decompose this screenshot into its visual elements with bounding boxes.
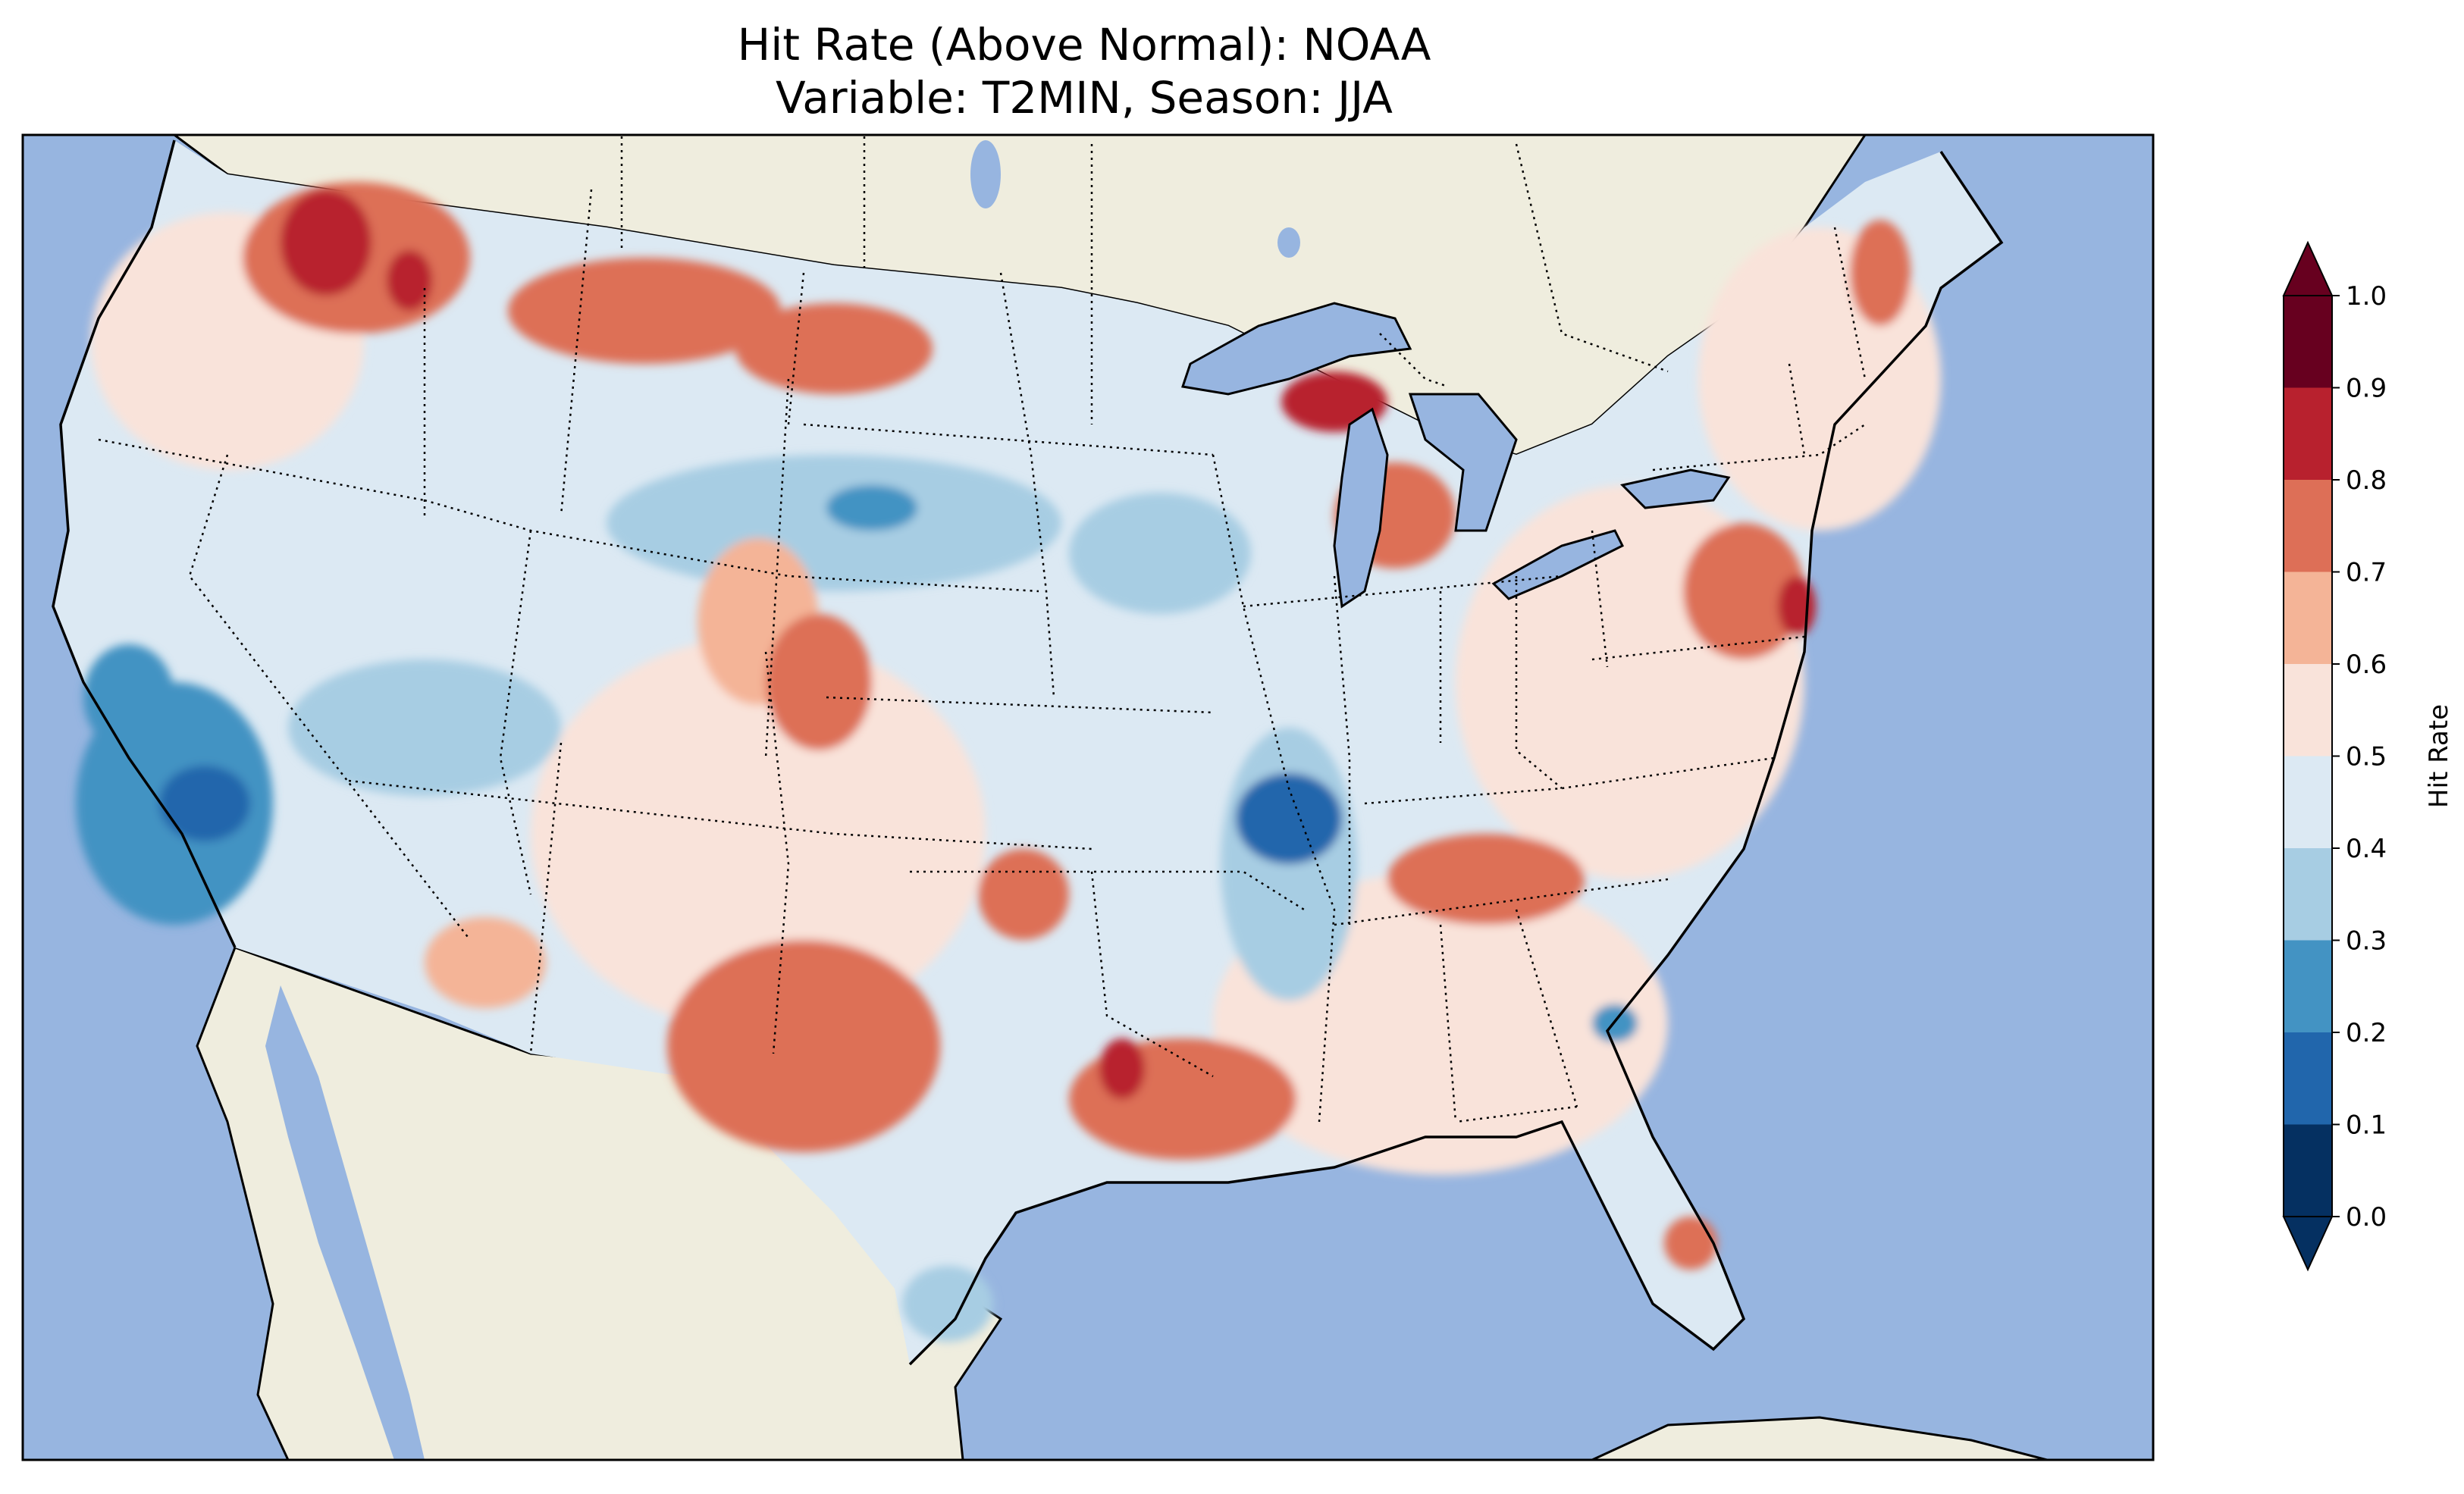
- colorbar-tick-label: 0.2: [2346, 1018, 2387, 1048]
- colorbar-bin: [2284, 480, 2332, 572]
- gulf-of-california: [265, 985, 425, 1460]
- colorbar-tick-label: 0.9: [2346, 374, 2387, 404]
- blob-norcal-blue: [83, 644, 174, 750]
- blob-california-darkblue: [159, 766, 250, 841]
- blob-washington-darkred: [281, 189, 371, 296]
- lake-winnipeg: [970, 140, 1001, 208]
- blob-newengland-red: [1850, 220, 1911, 326]
- blob-tennessee-red: [1387, 834, 1585, 925]
- lake-superior: [1181, 302, 1412, 396]
- colorbar-bin: [2284, 572, 2332, 664]
- heatmap-blobs: [76, 182, 1941, 1342]
- blob-montana-red: [508, 258, 781, 364]
- blob-florida-red: [1664, 1217, 1717, 1270]
- state-borders: [98, 136, 1867, 1123]
- blob-iowa-lightblue: [1069, 493, 1251, 614]
- lake-nipigon: [1277, 227, 1300, 258]
- colorbar-tick-label: 1.0: [2346, 281, 2387, 312]
- lake-ontario: [1620, 468, 1731, 509]
- colorbar-extend-over: [2282, 240, 2334, 296]
- blob-stexas-lightblue: [902, 1266, 993, 1342]
- blob-colorado-red: [766, 614, 872, 750]
- blob-missouri-blue: [1236, 773, 1342, 864]
- colorbar-tick-label: 0.7: [2346, 558, 2387, 588]
- map-frame: [21, 133, 2155, 1461]
- cuba-landmass: [1591, 1416, 2048, 1460]
- colorbar-tick-label: 0.8: [2346, 465, 2387, 496]
- colorbar-tick-label: 0.5: [2346, 742, 2387, 772]
- colorbar-bin: [2284, 1032, 2332, 1125]
- colorbar-extend-under: [2282, 1216, 2334, 1272]
- lake-michigan: [1333, 407, 1389, 609]
- conus-coastline: [52, 139, 2004, 1366]
- blob-wyoming-blue: [826, 485, 917, 531]
- colorbar-tick-label: 0.0: [2346, 1202, 2387, 1232]
- blob-arkansas-darkred: [1099, 1038, 1145, 1099]
- blob-wyoming-lightblue: [607, 455, 1061, 591]
- blob-arizona-lightred: [425, 917, 546, 1008]
- blob-idaho-darkred: [387, 250, 432, 311]
- colorbar-bin: [2284, 940, 2332, 1032]
- colorbar-bin: [2284, 296, 2332, 388]
- blob-newjersey-red: [1683, 523, 1804, 659]
- colorbar-bin: [2284, 1124, 2332, 1217]
- colorbar-tick-label: 0.3: [2346, 926, 2387, 957]
- map-panel: [23, 135, 2153, 1460]
- blob-ndakota-red: [735, 303, 933, 394]
- colorbar-tick-label: 0.4: [2346, 834, 2387, 864]
- blob-plains-lightred: [531, 637, 986, 1031]
- colorbar: 0.0 0.1 0.2 0.3 0.4 0.5 0.6 0.7 0.8 0.9 1.0 Hit Rat…: [2282, 240, 2454, 1272]
- map-title-line-2: Variable: T2MIN, Season: JJA: [776, 72, 1393, 124]
- lake-erie: [1491, 529, 1625, 600]
- lake-huron: [1408, 393, 1518, 532]
- colorbar-bin: [2284, 387, 2332, 480]
- colorbar-tick-label: 0.1: [2346, 1110, 2387, 1141]
- blob-oklahoma-red: [978, 849, 1069, 940]
- map-title-line-1: Hit Rate (Above Normal): NOAA: [737, 19, 1431, 70]
- blob-newjersey-darkred: [1778, 576, 1816, 637]
- colorbar-label: Hit Rate: [2424, 704, 2454, 808]
- conus-heatmap: [52, 136, 2004, 1366]
- colorbar-bin: [2284, 664, 2332, 756]
- blob-nevada-lightblue: [288, 659, 561, 796]
- colorbar-bin: [2284, 756, 2332, 848]
- colorbar-tick-label: 0.6: [2346, 650, 2387, 680]
- canada-lakes: [970, 140, 1300, 258]
- blob-texas-red: [667, 940, 940, 1152]
- colorbar-bin: [2284, 848, 2332, 941]
